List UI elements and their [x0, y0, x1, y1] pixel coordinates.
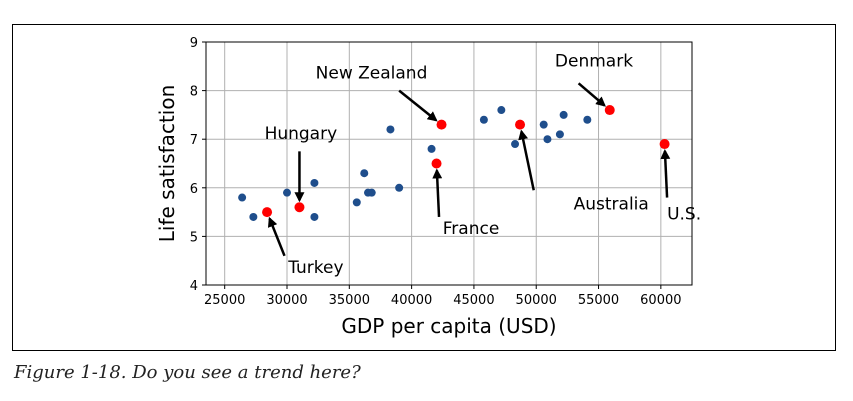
highlighted-point — [515, 119, 526, 130]
annotations: Hungary Turkey New Zealand France Denmark Aus… — [262, 51, 701, 278]
axis-ticks: 25000 30000 35000 40000 45000 50000 55000 60000… — [190, 36, 682, 308]
data-point — [367, 188, 376, 197]
annotation-arrow — [267, 216, 286, 257]
data-point — [539, 120, 548, 129]
data-point — [479, 115, 488, 124]
data-point — [497, 106, 506, 115]
x-tick-label: 60000 — [640, 293, 681, 308]
annotation-arrow — [577, 82, 606, 107]
annotation-label: New Zealand — [316, 63, 428, 83]
data-point — [249, 212, 258, 221]
data-point — [543, 135, 552, 144]
y-tick-label: 5 — [190, 230, 198, 245]
figure-caption: Figure 1-18. Do you see a trend here? — [14, 362, 361, 383]
data-points — [238, 106, 592, 221]
data-point — [352, 198, 361, 207]
annotation-arrow — [518, 129, 535, 191]
annotation-label: U.S. — [667, 204, 701, 224]
annotation-label: Australia — [574, 195, 649, 215]
data-point — [583, 115, 592, 124]
annotation-arrow — [398, 89, 438, 122]
grid — [206, 41, 692, 286]
data-point — [283, 188, 291, 197]
y-tick-label: 4 — [190, 279, 198, 294]
x-tick-label: 40000 — [391, 293, 432, 308]
annotation-label: Denmark — [555, 51, 633, 71]
x-tick-label: 30000 — [266, 293, 307, 308]
y-tick-label: 9 — [190, 36, 198, 51]
data-point — [395, 183, 404, 192]
highlighted-point — [431, 158, 442, 169]
y-tick-label: 8 — [190, 85, 198, 100]
highlighted-point — [604, 105, 615, 116]
data-point — [427, 144, 436, 153]
annotation-label: Turkey — [287, 258, 343, 278]
data-point — [360, 169, 369, 178]
annotation-label: France — [443, 219, 500, 239]
x-tick-label: 45000 — [453, 293, 494, 308]
y-axis-label: Life satisfaction — [155, 85, 179, 243]
highlighted-point — [659, 139, 670, 150]
data-point — [559, 110, 568, 119]
data-point — [310, 212, 319, 221]
highlighted-point — [294, 202, 305, 213]
annotation-arrow — [660, 149, 671, 198]
data-point — [386, 125, 395, 134]
y-tick-label: 7 — [190, 133, 198, 148]
x-tick-label: 35000 — [329, 293, 370, 308]
annotation-label: Hungary — [265, 124, 338, 144]
highlighted-point — [436, 119, 447, 130]
x-axis-label: GDP per capita (USD) — [341, 314, 556, 338]
x-tick-label: 50000 — [516, 293, 557, 308]
y-tick-label: 6 — [190, 182, 198, 197]
data-point — [511, 140, 520, 149]
x-tick-label: 25000 — [204, 293, 245, 308]
plot-area — [205, 41, 693, 286]
annotation-arrow — [432, 168, 443, 218]
x-tick-label: 55000 — [578, 293, 619, 308]
data-point — [310, 178, 319, 187]
data-point — [238, 193, 247, 202]
data-point — [555, 130, 564, 139]
highlighted-point — [262, 207, 273, 218]
